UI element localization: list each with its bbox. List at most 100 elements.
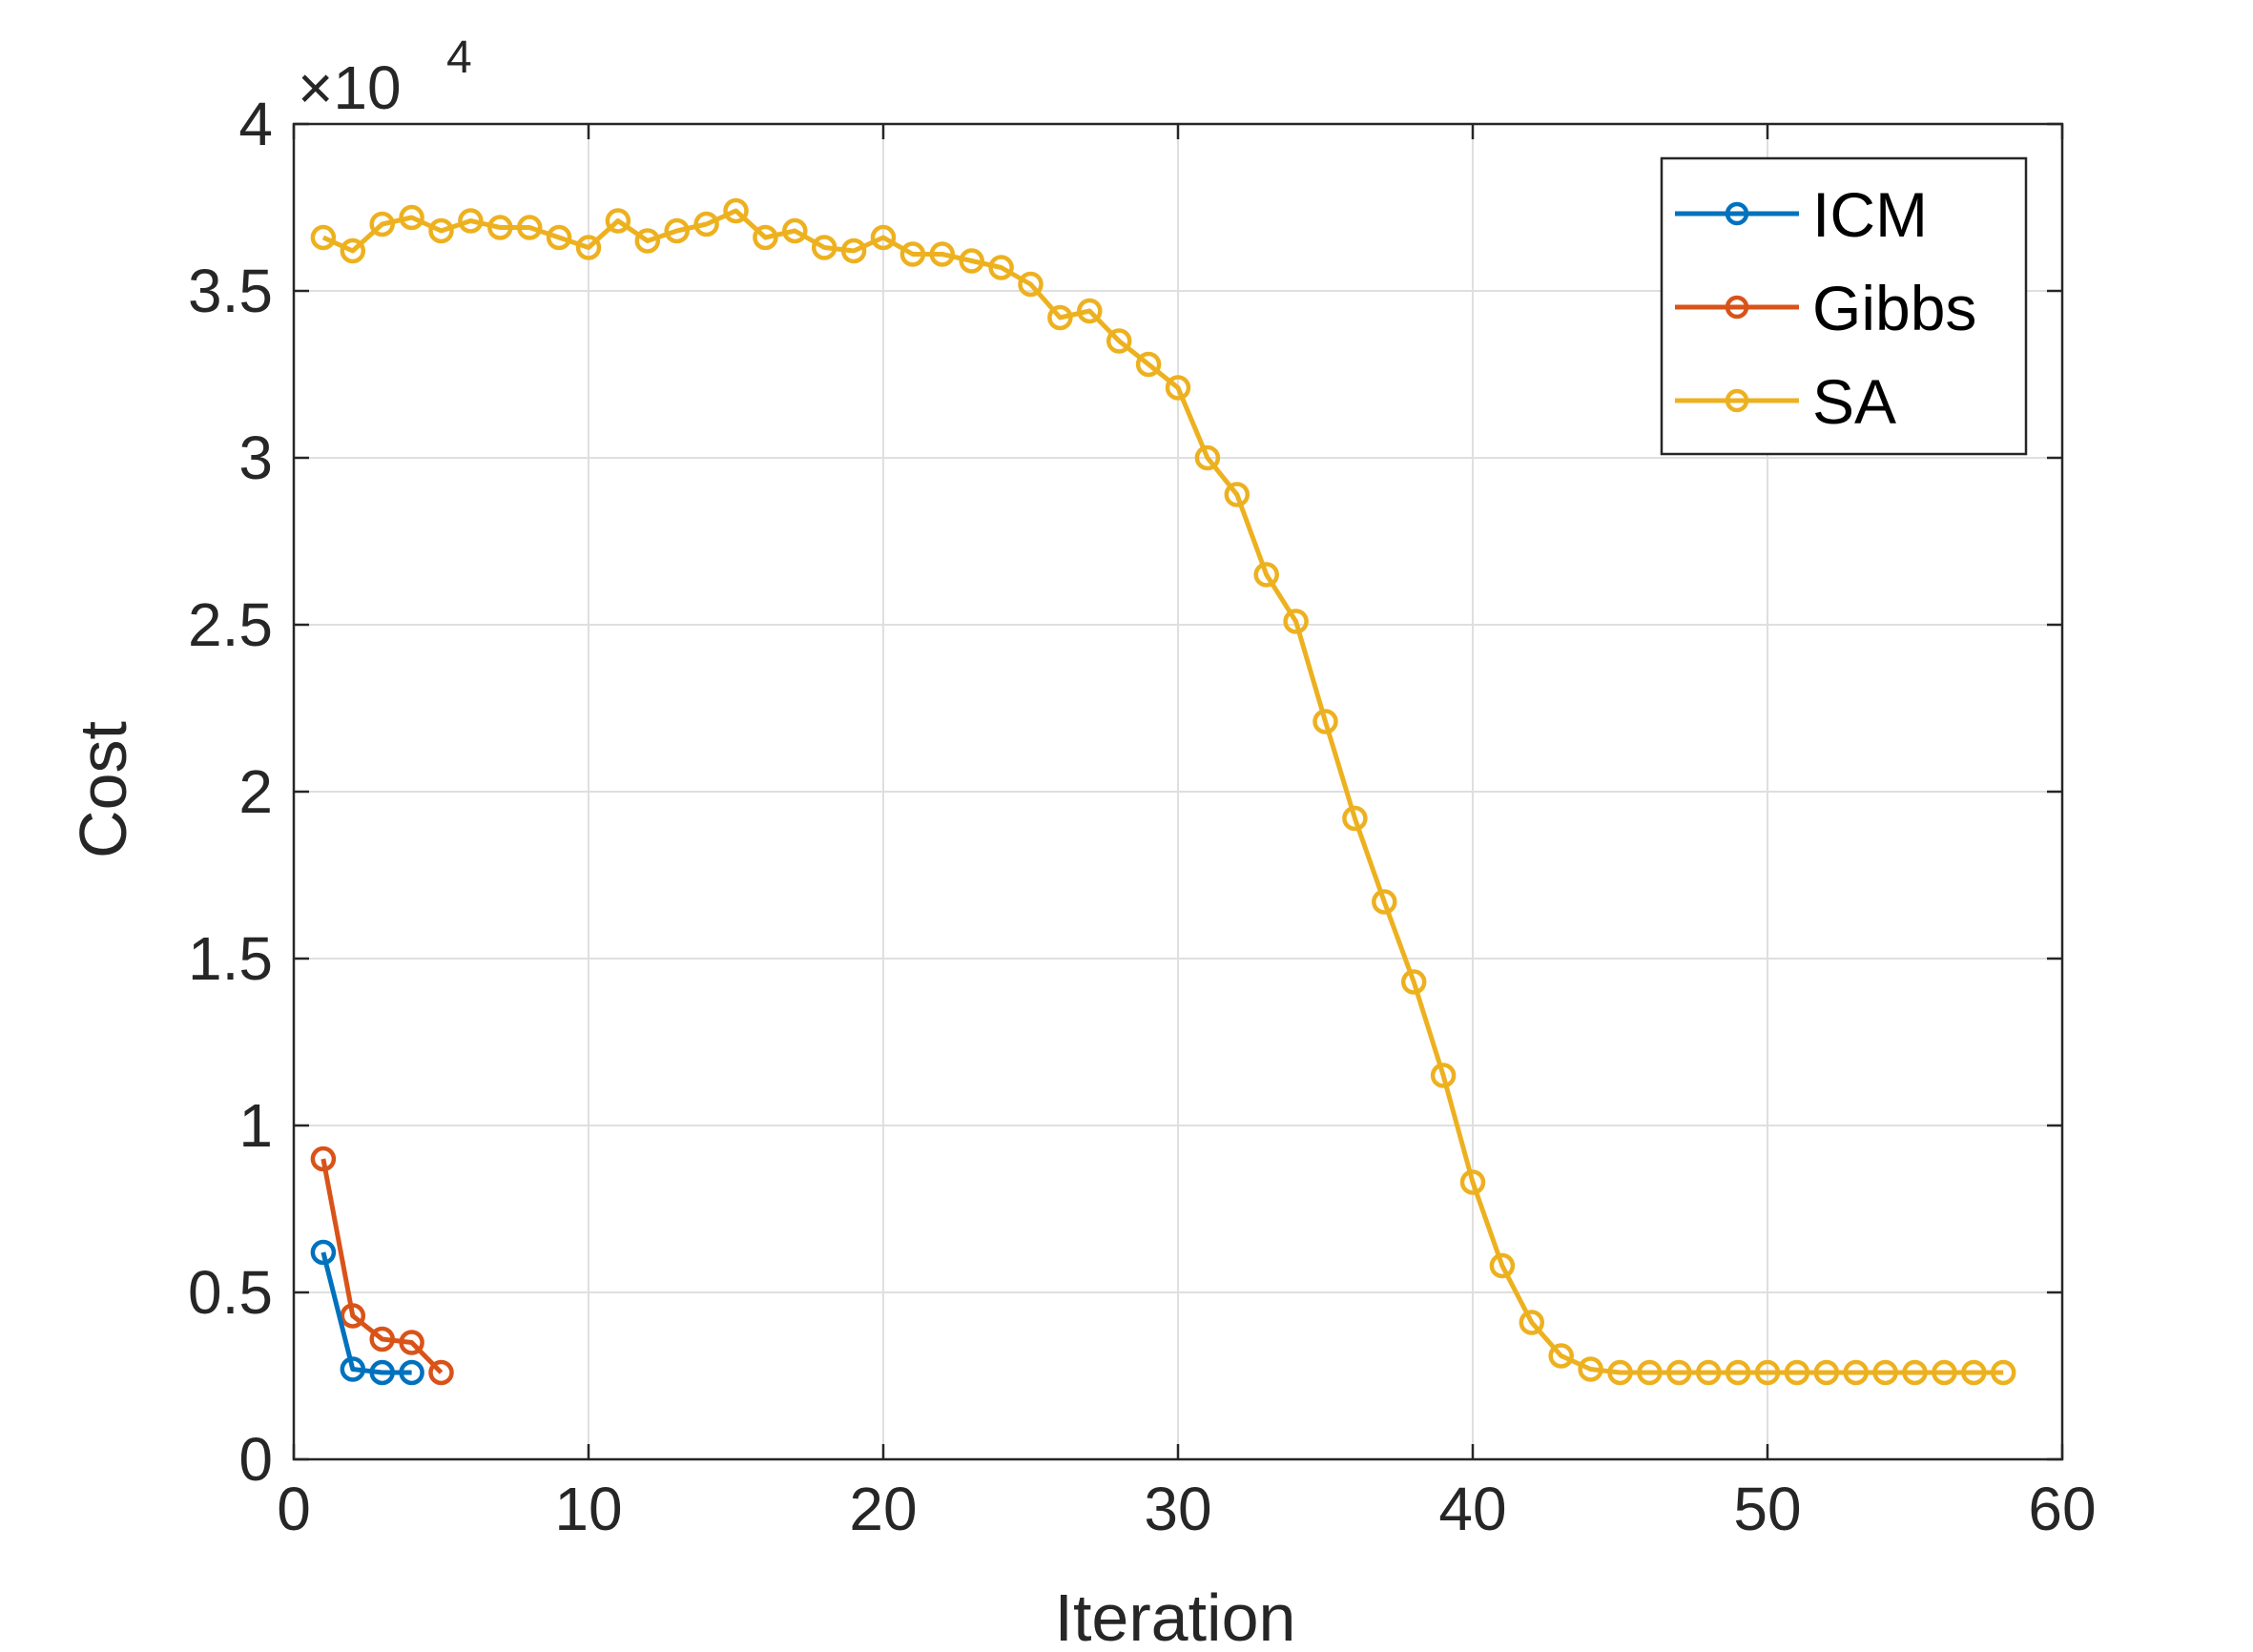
gibbs-point <box>340 1303 366 1329</box>
x-tick-label: 50 <box>1733 1475 1801 1543</box>
x-tick-label: 30 <box>1144 1475 1211 1543</box>
sa-point <box>693 211 719 237</box>
sa-point <box>1725 1359 1751 1386</box>
gibbs-line <box>320 1158 444 1374</box>
legend: ICM Gibbs SA <box>1660 156 2028 456</box>
gibbs-point <box>428 1359 454 1386</box>
sa-point <box>1224 482 1251 507</box>
sa-point <box>1578 1356 1603 1382</box>
sa-point <box>310 224 337 251</box>
sa-point <box>1932 1359 1957 1386</box>
sa-point <box>1961 1359 1987 1386</box>
sa-point <box>782 217 808 244</box>
sa-point <box>811 235 837 260</box>
sa-point <box>1754 1359 1781 1386</box>
legend-label-sa: SA <box>1812 366 1896 437</box>
axis-ticks <box>292 122 2064 1461</box>
sa-point <box>1077 298 1103 324</box>
gibbs-point <box>310 1146 337 1172</box>
sa-point <box>1489 1252 1516 1279</box>
sa-point <box>723 197 749 224</box>
series-icm <box>310 1239 424 1386</box>
x-tick-label: 20 <box>849 1475 917 1543</box>
sa-point <box>634 228 661 254</box>
legend-label-icm: ICM <box>1812 179 1928 250</box>
sa-point <box>1342 805 1368 832</box>
sa-point <box>1135 351 1162 378</box>
y-tick-label: 0.5 <box>188 1258 273 1327</box>
icm-point <box>310 1239 337 1266</box>
y-tick-label: 3.5 <box>188 257 273 325</box>
sa-point <box>1047 304 1073 331</box>
sa-point <box>1637 1359 1663 1386</box>
sa-point <box>605 208 631 234</box>
sa-point <box>1430 1063 1457 1088</box>
sa-point <box>664 217 690 244</box>
sa-point <box>840 237 867 264</box>
y-tick-label: 1 <box>238 1091 273 1160</box>
y-tick-label: 4 <box>238 90 273 158</box>
legend-label-gibbs: Gibbs <box>1812 273 1976 343</box>
y-tick-label: 1.5 <box>188 924 273 993</box>
sa-point <box>1872 1359 1898 1386</box>
legend-item-sa: SA <box>1675 366 1896 437</box>
sa-point <box>1313 709 1338 734</box>
legend-marker-sa <box>1725 388 1749 413</box>
sa-point <box>1784 1359 1810 1386</box>
sa-line <box>321 208 2004 1375</box>
sa-point <box>487 215 513 240</box>
sa-point <box>899 241 926 267</box>
y-tick-label: 2 <box>238 757 273 826</box>
sa-point <box>1990 1359 2016 1386</box>
x-tick-label: 40 <box>1438 1475 1506 1543</box>
x-tick-labels: 0 10 20 30 40 50 60 <box>277 1475 2096 1543</box>
series-sa <box>310 197 2016 1386</box>
x-axis-label: Iteration <box>1055 1580 1296 1652</box>
sa-point <box>1666 1359 1692 1386</box>
gibbs-point <box>369 1326 395 1353</box>
sa-point <box>399 204 424 231</box>
sa-point <box>1165 375 1191 401</box>
icm-point <box>369 1359 395 1386</box>
y-tick-label: 0 <box>238 1425 273 1494</box>
sa-point <box>340 237 366 264</box>
icm-point <box>399 1359 424 1386</box>
exponent-power: 4 <box>446 32 472 83</box>
sa-point <box>1283 609 1309 634</box>
sa-point <box>1695 1359 1722 1386</box>
sa-point <box>1018 271 1044 298</box>
y-tick-labels: 0 0.5 1 1.5 2 2.5 3 3.5 4 <box>188 90 273 1494</box>
sa-point <box>516 215 543 240</box>
sa-point <box>1902 1359 1928 1386</box>
x-tick-label: 60 <box>2028 1475 2096 1543</box>
x-tick-label: 0 <box>277 1475 311 1543</box>
sa-point <box>929 241 956 267</box>
icm-line <box>320 1251 412 1375</box>
series-gibbs <box>310 1146 454 1386</box>
legend-item-icm: ICM <box>1675 179 1928 250</box>
sa-point <box>546 224 572 251</box>
sa-point <box>870 224 897 251</box>
exponent-base: ×10 <box>298 53 402 122</box>
sa-point <box>575 235 602 260</box>
sa-point <box>1843 1359 1869 1386</box>
y-axis-exponent: ×10 4 <box>298 32 472 122</box>
sa-point <box>988 255 1014 280</box>
sa-point <box>753 224 778 251</box>
sa-point <box>1194 444 1221 471</box>
sa-point <box>959 248 984 274</box>
sa-point <box>1459 1169 1486 1195</box>
legend-marker-icm <box>1725 201 1749 226</box>
sa-point <box>369 211 395 237</box>
icm-point <box>340 1356 366 1382</box>
sa-point <box>1607 1359 1633 1386</box>
sa-point <box>1106 328 1132 354</box>
sa-point <box>1813 1359 1840 1386</box>
sa-point <box>458 208 484 234</box>
y-tick-label: 3 <box>238 423 273 492</box>
y-tick-label: 2.5 <box>188 590 273 659</box>
sa-point <box>1519 1310 1545 1335</box>
series-group <box>310 197 2016 1386</box>
sa-point <box>1548 1343 1574 1369</box>
